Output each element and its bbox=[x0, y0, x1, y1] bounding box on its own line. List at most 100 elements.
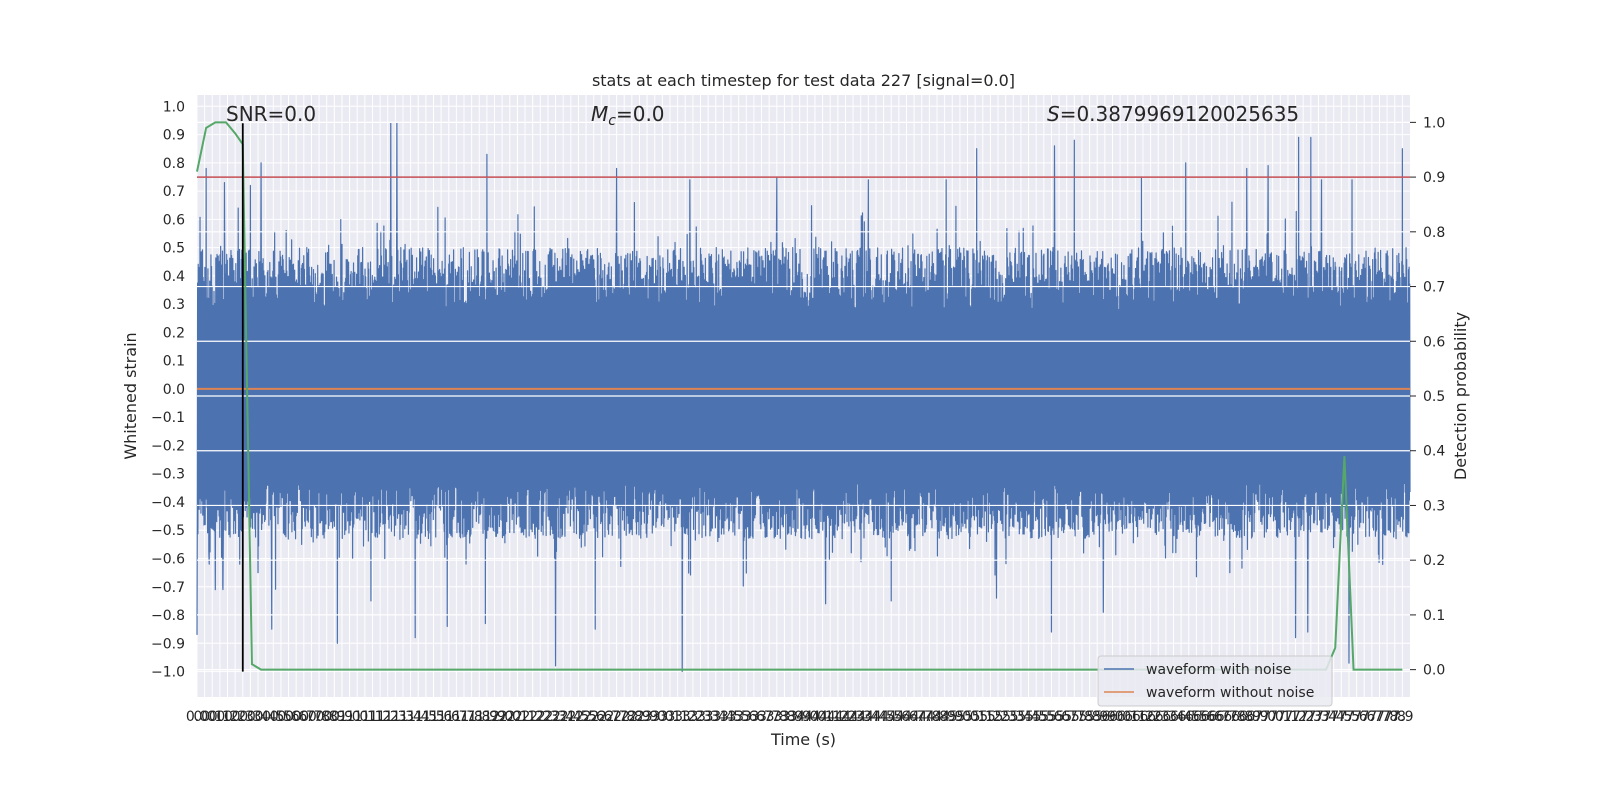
y-tick-label: −0.6 bbox=[151, 552, 185, 568]
x-tick-label: 4.9 bbox=[941, 709, 963, 725]
x-tick-label: 1.0 bbox=[338, 709, 360, 725]
x-tick-label: 6.5 bbox=[1185, 709, 1207, 725]
mc-subscript: c bbox=[608, 113, 616, 129]
x-tick-label: 5.4 bbox=[1017, 709, 1039, 725]
x-tick-label: 3.6 bbox=[735, 709, 757, 725]
x-tick-label: 7.0 bbox=[1262, 709, 1284, 725]
x-tick-label: 7.3 bbox=[1307, 709, 1329, 725]
x-tick-label: 2.3 bbox=[544, 709, 566, 725]
x-tick-label: 1.7 bbox=[453, 709, 475, 725]
x-tick-label: 5.0 bbox=[949, 709, 971, 725]
x-tick-label: 2.0 bbox=[499, 709, 521, 725]
x-tick-label: 1.3 bbox=[392, 709, 414, 725]
x-tick-label: 2.3 bbox=[537, 709, 559, 725]
y2-tick-label: 0.4 bbox=[1423, 444, 1445, 460]
y-tick-label: −0.3 bbox=[151, 467, 185, 483]
x-tick-label: 1.5 bbox=[415, 709, 437, 725]
y-tick-label: 0.6 bbox=[163, 212, 185, 228]
x-tick-label: 0.2 bbox=[216, 709, 238, 725]
y-tick-label: −0.1 bbox=[151, 410, 185, 426]
x-tick-label: 4.7 bbox=[903, 709, 925, 725]
x-tick-label: 0.5 bbox=[270, 709, 292, 725]
mc-value: =0.0 bbox=[616, 102, 665, 126]
snr-annotation: SNR=0.0 bbox=[226, 102, 316, 126]
x-tick-label: 1.2 bbox=[369, 709, 391, 725]
x-tick-label: 3.3 bbox=[697, 709, 719, 725]
x-tick-label: 6.2 bbox=[1139, 709, 1161, 725]
x-tick-label: 7.1 bbox=[1277, 709, 1299, 725]
x-tick-label: 7.8 bbox=[1376, 709, 1398, 725]
y-tick-label: −0.5 bbox=[151, 523, 185, 539]
series-waveform-with-noise bbox=[196, 122, 1411, 673]
legend: waveform with noise waveform without noi… bbox=[1097, 655, 1333, 707]
y-tick-label: 0.4 bbox=[163, 269, 185, 285]
x-tick-label: 4.8 bbox=[918, 709, 940, 725]
x-tick-label: 2.8 bbox=[621, 709, 643, 725]
x-tick-label: 6.5 bbox=[1178, 709, 1200, 725]
x-tick-label: 6.7 bbox=[1208, 709, 1230, 725]
x-tick-label: 3.5 bbox=[720, 709, 742, 725]
y-tick-label: −0.2 bbox=[151, 438, 185, 454]
x-tick-label: 5.1 bbox=[972, 709, 994, 725]
x-tick-label: 1.6 bbox=[430, 709, 452, 725]
x-tick-label: 6.2 bbox=[1132, 709, 1154, 725]
x-tick-label: 7.9 bbox=[1391, 709, 1413, 725]
x-tick-label: 7.0 bbox=[1254, 709, 1276, 725]
s-value: =0.3879969120025635 bbox=[1060, 102, 1299, 126]
x-tick-label: 4.6 bbox=[888, 709, 910, 725]
x-tick-label: 2.1 bbox=[514, 709, 536, 725]
x-tick-label: 6.0 bbox=[1101, 709, 1123, 725]
x-tick-label: 7.3 bbox=[1300, 709, 1322, 725]
mc-symbol: M bbox=[591, 102, 608, 126]
x-tick-label: 7.7 bbox=[1368, 709, 1390, 725]
series-detection-probability bbox=[196, 121, 1403, 671]
x-tick-label: 2.2 bbox=[529, 709, 551, 725]
x-tick-label: 2.4 bbox=[552, 709, 574, 725]
x-tick-label: 2.7 bbox=[598, 709, 620, 725]
x-tick-label: 3.9 bbox=[781, 709, 803, 725]
y-tick-label: −1.0 bbox=[151, 665, 185, 681]
y-tick-label: 0.3 bbox=[163, 297, 185, 313]
x-tick-label: 0.6 bbox=[285, 709, 307, 725]
x-tick-label: 3.1 bbox=[659, 709, 681, 725]
x-tick-label: 2.6 bbox=[583, 709, 605, 725]
x-tick-label: 5.2 bbox=[979, 709, 1001, 725]
x-tick-label: 0.0 bbox=[186, 709, 208, 725]
x-tick-label: 3.3 bbox=[689, 709, 711, 725]
x-tick-label: 4.1 bbox=[819, 709, 841, 725]
x-tick-label: 7.2 bbox=[1292, 709, 1314, 725]
x-tick-label: 1.7 bbox=[445, 709, 467, 725]
x-tick-label: 0.1 bbox=[201, 709, 223, 725]
x-tick-label: 3.7 bbox=[758, 709, 780, 725]
x-tick-label: 5.9 bbox=[1086, 709, 1108, 725]
x-tick-label: 6.4 bbox=[1170, 709, 1192, 725]
x-tick-label: 1.9 bbox=[476, 709, 498, 725]
y-tick-label: 0.7 bbox=[163, 184, 185, 200]
x-tick-label: 0.9 bbox=[331, 709, 353, 725]
s-symbol: S bbox=[1047, 102, 1060, 126]
x-tick-label: 4.4 bbox=[857, 709, 879, 725]
x-tick-label: 6.9 bbox=[1239, 709, 1261, 725]
y-tick-label: −0.7 bbox=[151, 580, 185, 596]
x-tick-label: 0.2 bbox=[224, 709, 246, 725]
x-tick-label: 3.4 bbox=[705, 709, 727, 725]
x-tick-label: 3.8 bbox=[766, 709, 788, 725]
x-tick-label: 1.0 bbox=[346, 709, 368, 725]
x-tick-label: 0.0 bbox=[193, 709, 215, 725]
x-tick-label: 5.6 bbox=[1040, 709, 1062, 725]
y-tick-label: 0.0 bbox=[163, 382, 185, 398]
x-tick-label: 6.8 bbox=[1231, 709, 1253, 725]
x-tick-label: 0.3 bbox=[239, 709, 261, 725]
x-tick-label: 7.4 bbox=[1315, 709, 1337, 725]
x-tick-label: 2.9 bbox=[636, 709, 658, 725]
x-tick-label: 6.9 bbox=[1246, 709, 1268, 725]
x-tick-label: 1.9 bbox=[483, 709, 505, 725]
y2-tick-label: 0.5 bbox=[1423, 389, 1445, 405]
x-tick-label: 7.5 bbox=[1338, 709, 1360, 725]
x-tick-label: 3.9 bbox=[789, 709, 811, 725]
x-tick-label: 4.2 bbox=[827, 709, 849, 725]
x-tick-label: 1.6 bbox=[438, 709, 460, 725]
y2-axis-label: Detection probability bbox=[1451, 312, 1470, 480]
x-tick-label: 4.5 bbox=[880, 709, 902, 725]
